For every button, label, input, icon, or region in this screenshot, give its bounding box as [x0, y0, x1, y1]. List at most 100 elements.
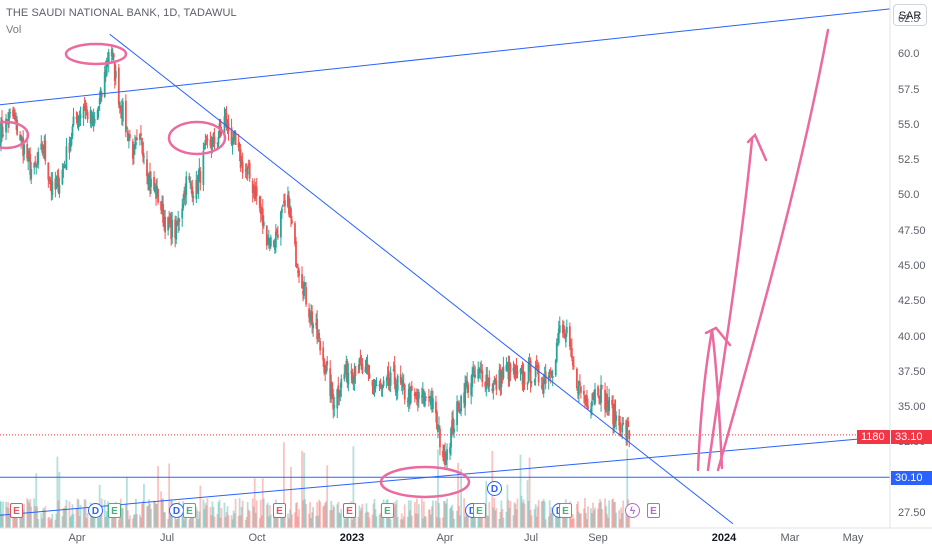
volume-bar: [105, 511, 108, 528]
volume-bar: [584, 498, 586, 528]
dividend-marker[interactable]: D: [169, 503, 184, 518]
volume-bar: [599, 499, 601, 528]
earnings-marker[interactable]: E: [10, 503, 23, 518]
earnings-marker[interactable]: E: [473, 503, 486, 518]
currency-button[interactable]: SAR: [893, 4, 927, 26]
candle-body: [58, 184, 61, 194]
candle-body: [40, 143, 43, 150]
candle-body: [272, 240, 275, 248]
candle-body: [343, 373, 346, 380]
volume-bar: [463, 498, 466, 528]
candle-body: [126, 130, 129, 142]
earnings-marker[interactable]: E: [183, 503, 196, 518]
volume-bar: [512, 515, 515, 528]
upper-channel-line: [0, 8, 891, 106]
volume-bar: [153, 500, 155, 528]
volume-bar: [195, 506, 198, 528]
candle-body: [163, 217, 166, 227]
dividend-marker[interactable]: D: [487, 481, 502, 496]
volume-bar: [326, 465, 329, 528]
volume-bar: [283, 442, 285, 528]
volume-bar: [20, 513, 23, 528]
volume-bar: [223, 502, 226, 528]
candle-body: [8, 113, 10, 125]
candle-body: [311, 311, 314, 326]
volume-bar: [42, 508, 45, 528]
volume-bar: [78, 515, 81, 528]
volume-bar: [548, 500, 551, 528]
volume-bar: [514, 503, 517, 528]
candle-body: [219, 120, 222, 129]
candle-body: [544, 371, 547, 384]
candle-body: [324, 370, 327, 374]
volume-bar: [96, 515, 99, 528]
candle-body: [9, 111, 11, 114]
volume-bar: [408, 510, 411, 528]
candle-body: [410, 385, 413, 391]
volume-bar: [48, 516, 51, 528]
highlight-circle: [64, 42, 128, 66]
candle-body: [579, 381, 581, 386]
volume-bar: [395, 499, 398, 528]
candle-body: [331, 382, 334, 397]
volume-bar: [371, 514, 374, 528]
volume-bar: [143, 483, 145, 528]
candle-body: [281, 208, 283, 213]
earnings-marker[interactable]: E: [108, 503, 121, 518]
candle-body: [470, 383, 473, 396]
volume-bar: [449, 508, 451, 528]
candle-body: [593, 397, 595, 401]
volume-bar: [611, 499, 614, 528]
volume-bar: [156, 503, 158, 528]
candle-body: [284, 200, 286, 207]
volume-bar: [295, 503, 297, 528]
candle-body: [520, 370, 523, 374]
candle-body: [241, 161, 244, 173]
candle-body: [407, 388, 410, 403]
candle-body: [473, 370, 476, 377]
candle-body: [451, 420, 453, 429]
candle-body: [244, 170, 247, 172]
volume-bar: [238, 498, 241, 528]
candle-body: [48, 178, 51, 182]
volume-bar: [333, 507, 336, 528]
candle-body: [125, 126, 128, 130]
volume-bar: [47, 517, 50, 528]
volume-bar: [343, 510, 346, 528]
volume-bar: [365, 503, 368, 528]
dividend-marker[interactable]: D: [88, 503, 103, 518]
volume-bar: [247, 509, 250, 528]
candle-body: [155, 188, 157, 199]
earnings-marker[interactable]: E: [559, 503, 572, 518]
candle-body: [400, 379, 403, 384]
earnings-marker[interactable]: E: [343, 503, 356, 518]
volume-bar: [226, 506, 229, 528]
candle-body: [526, 383, 529, 385]
candle-body: [458, 402, 460, 412]
earnings-marker[interactable]: E: [273, 503, 286, 518]
earnings-marker[interactable]: E: [647, 503, 660, 518]
candle-body: [64, 166, 67, 168]
volume-legend[interactable]: Vol: [6, 24, 22, 36]
volume-bar: [442, 517, 444, 528]
volume-bar: [576, 501, 579, 528]
volume-bar: [338, 512, 341, 528]
candle-body: [100, 92, 103, 97]
earnings-marker[interactable]: E: [381, 503, 394, 518]
candle-body: [213, 136, 216, 144]
split-marker[interactable]: ϟ: [625, 503, 640, 518]
volume-bar: [54, 519, 57, 528]
volume-bar: [279, 513, 282, 528]
candle-body: [49, 182, 52, 184]
highlight-circle: [379, 465, 471, 499]
volume-bar: [460, 469, 463, 528]
candle-body: [318, 333, 321, 339]
candle-body: [93, 118, 96, 124]
candle-body: [96, 109, 99, 120]
candle-body: [536, 365, 539, 367]
symbol-title[interactable]: THE SAUDI NATIONAL BANK, 1D, TADAWUL: [6, 7, 237, 19]
arrow-head: [746, 132, 768, 162]
volume-bar: [176, 519, 179, 528]
volume-bar: [626, 449, 629, 528]
